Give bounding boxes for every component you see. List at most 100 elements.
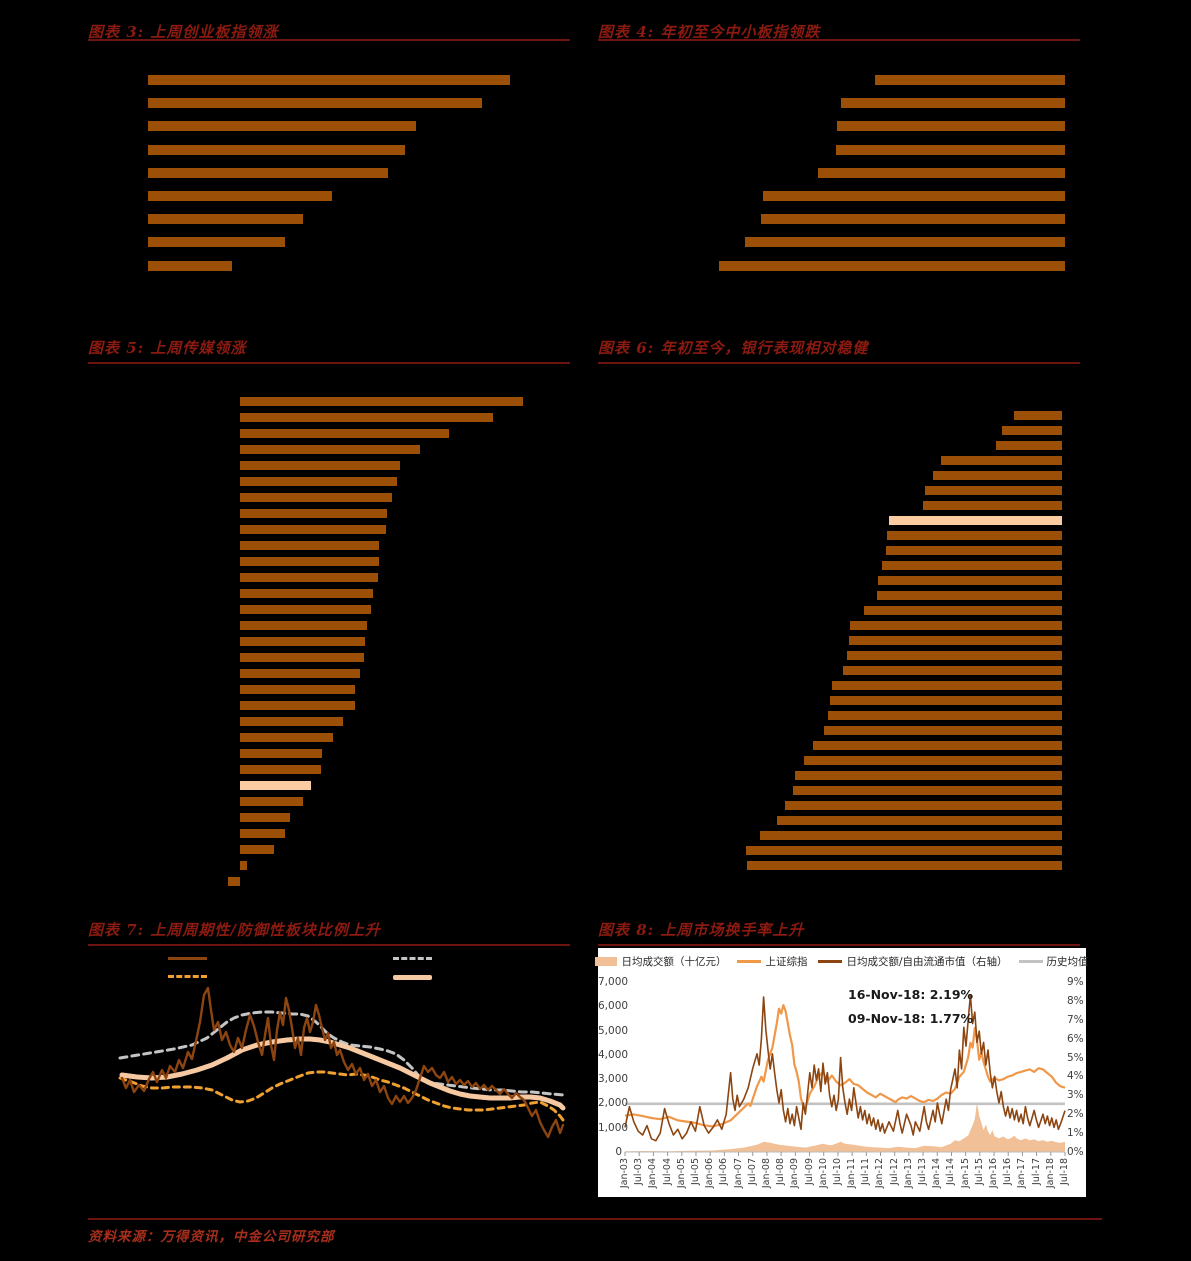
bar bbox=[996, 441, 1062, 450]
bar bbox=[836, 144, 1065, 155]
y-right-axis-label: 0% bbox=[1067, 1146, 1084, 1158]
bar bbox=[887, 531, 1062, 540]
bar bbox=[824, 726, 1062, 735]
y-right-axis-label: 3% bbox=[1067, 1089, 1084, 1102]
bar bbox=[240, 621, 367, 630]
x-axis-label: Jul-10 bbox=[831, 1158, 843, 1185]
figure-4-bar-chart bbox=[598, 60, 1080, 335]
bar bbox=[793, 786, 1062, 795]
figure-8-legend: 日均成交额（十亿元） 上证综指 日均成交额/自由流通市值（右轴） 历史均值 bbox=[595, 954, 1089, 969]
bar bbox=[828, 711, 1062, 720]
bar bbox=[240, 701, 355, 710]
bar bbox=[813, 741, 1062, 750]
figure-8-plot bbox=[624, 994, 1066, 1156]
bar bbox=[882, 561, 1062, 570]
figure-3-bar-chart bbox=[88, 60, 570, 335]
footer-rule bbox=[88, 1218, 1102, 1220]
legend-label-area: 日均成交额（十亿元） bbox=[621, 956, 727, 968]
bar bbox=[795, 771, 1062, 780]
x-axis-label: Jul-13 bbox=[917, 1158, 929, 1185]
bar bbox=[832, 681, 1062, 690]
turnover-line-swatch-icon bbox=[818, 960, 843, 963]
bar bbox=[847, 651, 1062, 660]
bar bbox=[886, 546, 1062, 555]
figure-7-legend-swatch-dark-line bbox=[168, 957, 207, 960]
figure-7-title-rule bbox=[88, 944, 570, 946]
x-axis-label: Jul-03 bbox=[633, 1158, 645, 1185]
figure-6-title-rule bbox=[598, 362, 1080, 364]
bar bbox=[760, 831, 1062, 840]
x-axis-label: Jan-04 bbox=[647, 1158, 659, 1189]
bar bbox=[148, 237, 285, 248]
figure-5-bar-chart bbox=[88, 390, 570, 890]
y-right-axis-label: 8% bbox=[1067, 994, 1084, 1007]
bar bbox=[240, 733, 333, 742]
figure-5-title: 图表 5: 上周传媒领涨 bbox=[88, 339, 247, 357]
bar bbox=[240, 845, 274, 854]
bar bbox=[240, 509, 387, 518]
y-right-axis-label: 1% bbox=[1067, 1127, 1084, 1140]
bar bbox=[830, 696, 1062, 705]
figure-4-title-rule bbox=[598, 39, 1080, 41]
figure-5-title-rule bbox=[88, 362, 570, 364]
y-right-axis-label: 9% bbox=[1067, 976, 1084, 988]
figure-7-title: 图表 7: 上周周期性/防御性板块比例上升 bbox=[88, 921, 381, 939]
legend-item-area: 日均成交额（十亿元） bbox=[595, 954, 726, 969]
bar bbox=[864, 606, 1062, 615]
bar bbox=[240, 685, 355, 694]
legend-label-index: 上证综指 bbox=[765, 956, 808, 968]
bar bbox=[841, 98, 1065, 109]
x-axis-label: Jul-04 bbox=[661, 1158, 673, 1185]
x-axis-label: Jan-16 bbox=[988, 1158, 1000, 1189]
y-left-axis-label: 4,000 bbox=[598, 1048, 629, 1061]
bar bbox=[240, 445, 420, 454]
bar bbox=[240, 749, 322, 758]
index-line-swatch-icon bbox=[737, 960, 762, 963]
bar bbox=[240, 781, 311, 790]
bar bbox=[745, 237, 1065, 248]
y-left-axis-label: 1,000 bbox=[598, 1121, 629, 1134]
x-axis-label: Jul-11 bbox=[860, 1158, 872, 1185]
bar bbox=[240, 493, 392, 502]
bar bbox=[240, 861, 247, 870]
figure-8-title-rule bbox=[598, 944, 1080, 946]
bar bbox=[148, 167, 388, 178]
legend-item-index: 上证综指 bbox=[737, 954, 807, 969]
x-axis-label: Jul-16 bbox=[1002, 1158, 1014, 1185]
bar bbox=[240, 461, 400, 470]
bar bbox=[818, 167, 1065, 178]
annotation-latest-turnover: 16-Nov-18: 2.19% bbox=[848, 987, 974, 1002]
bar bbox=[240, 413, 493, 422]
bar bbox=[240, 669, 360, 678]
bar bbox=[933, 471, 1062, 480]
y-right-axis-label: 6% bbox=[1067, 1032, 1084, 1045]
bar bbox=[240, 525, 386, 534]
bar bbox=[1014, 411, 1062, 420]
bar bbox=[837, 121, 1065, 132]
bar bbox=[843, 666, 1062, 675]
bar bbox=[889, 516, 1062, 525]
fig8-series_index bbox=[624, 1003, 1066, 1128]
area-swatch-icon bbox=[595, 957, 618, 966]
bar bbox=[228, 877, 240, 886]
bar bbox=[240, 765, 321, 774]
x-axis-label: Jul-06 bbox=[718, 1158, 730, 1185]
figure-6-bar-chart bbox=[598, 390, 1080, 890]
bar bbox=[240, 557, 379, 566]
x-axis-label: Jul-09 bbox=[803, 1158, 815, 1185]
y-right-axis-label: 2% bbox=[1067, 1108, 1084, 1121]
y-right-axis-label: 7% bbox=[1067, 1013, 1084, 1026]
figure-3-title-rule bbox=[88, 39, 570, 41]
bar bbox=[148, 98, 482, 109]
x-axis-label: Jul-15 bbox=[973, 1158, 985, 1185]
x-axis-label: Jan-05 bbox=[675, 1158, 687, 1189]
x-axis-label: Jul-07 bbox=[746, 1158, 758, 1185]
bar bbox=[148, 260, 232, 271]
figure-7-legend-swatch-gray-dashed bbox=[393, 957, 432, 960]
x-axis-label: Jul-14 bbox=[945, 1158, 957, 1185]
figure-6-title: 图表 6: 年初至今，银行表现相对稳健 bbox=[598, 339, 869, 357]
y-left-axis-label: 6,000 bbox=[598, 1000, 629, 1013]
bar bbox=[240, 541, 379, 550]
figure-8-title: 图表 8: 上周市场换手率上升 bbox=[598, 921, 805, 939]
